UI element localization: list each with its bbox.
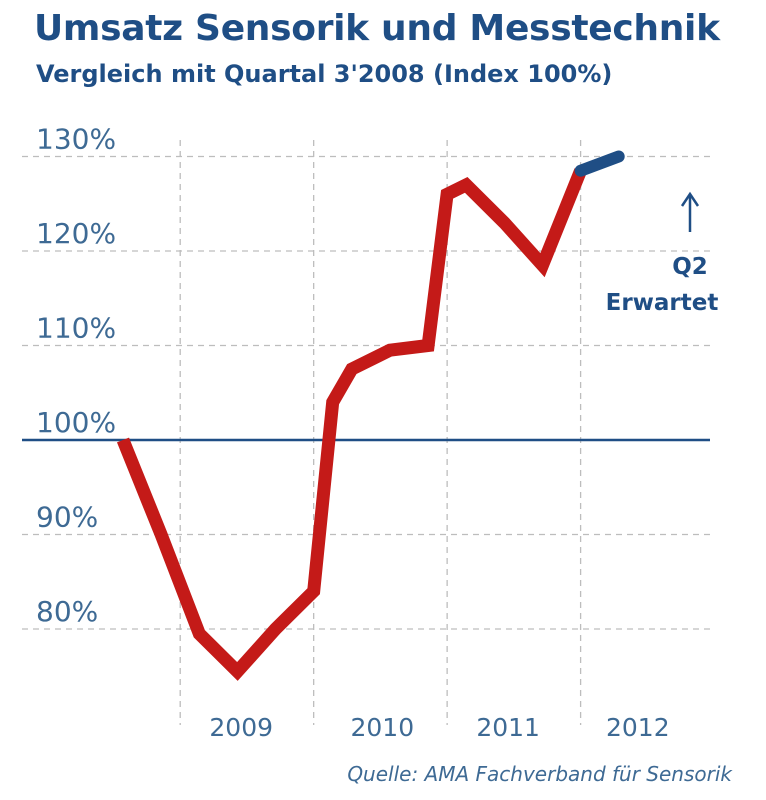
x-tick-label: 2011	[476, 713, 540, 742]
chart-title: Umsatz Sensorik und Messtechnik	[34, 8, 720, 49]
x-tick-label: 2010	[350, 713, 414, 742]
y-tick-label: 130%	[36, 123, 116, 156]
y-tick-label: 120%	[36, 217, 116, 250]
source-note: Quelle: AMA Fachverband für Sensorik	[347, 762, 732, 786]
series-line-actual	[116, 168, 587, 681]
chart-subtitle: Vergleich mit Quartal 3'2008 (Index 100%…	[36, 60, 613, 88]
y-tick-label: 110%	[36, 312, 116, 345]
x-tick-label: 2009	[209, 713, 273, 742]
annotation-label-q2: Q2	[672, 254, 708, 280]
annotation-arrow-head	[680, 191, 700, 207]
annotation-label-expected: Erwartet	[606, 290, 719, 316]
y-tick-label: 90%	[36, 501, 98, 534]
x-tick-label: 2012	[606, 713, 670, 742]
series-line-expected	[574, 150, 625, 177]
y-tick-label: 80%	[36, 595, 98, 628]
y-tick-label: 100%	[36, 406, 116, 439]
